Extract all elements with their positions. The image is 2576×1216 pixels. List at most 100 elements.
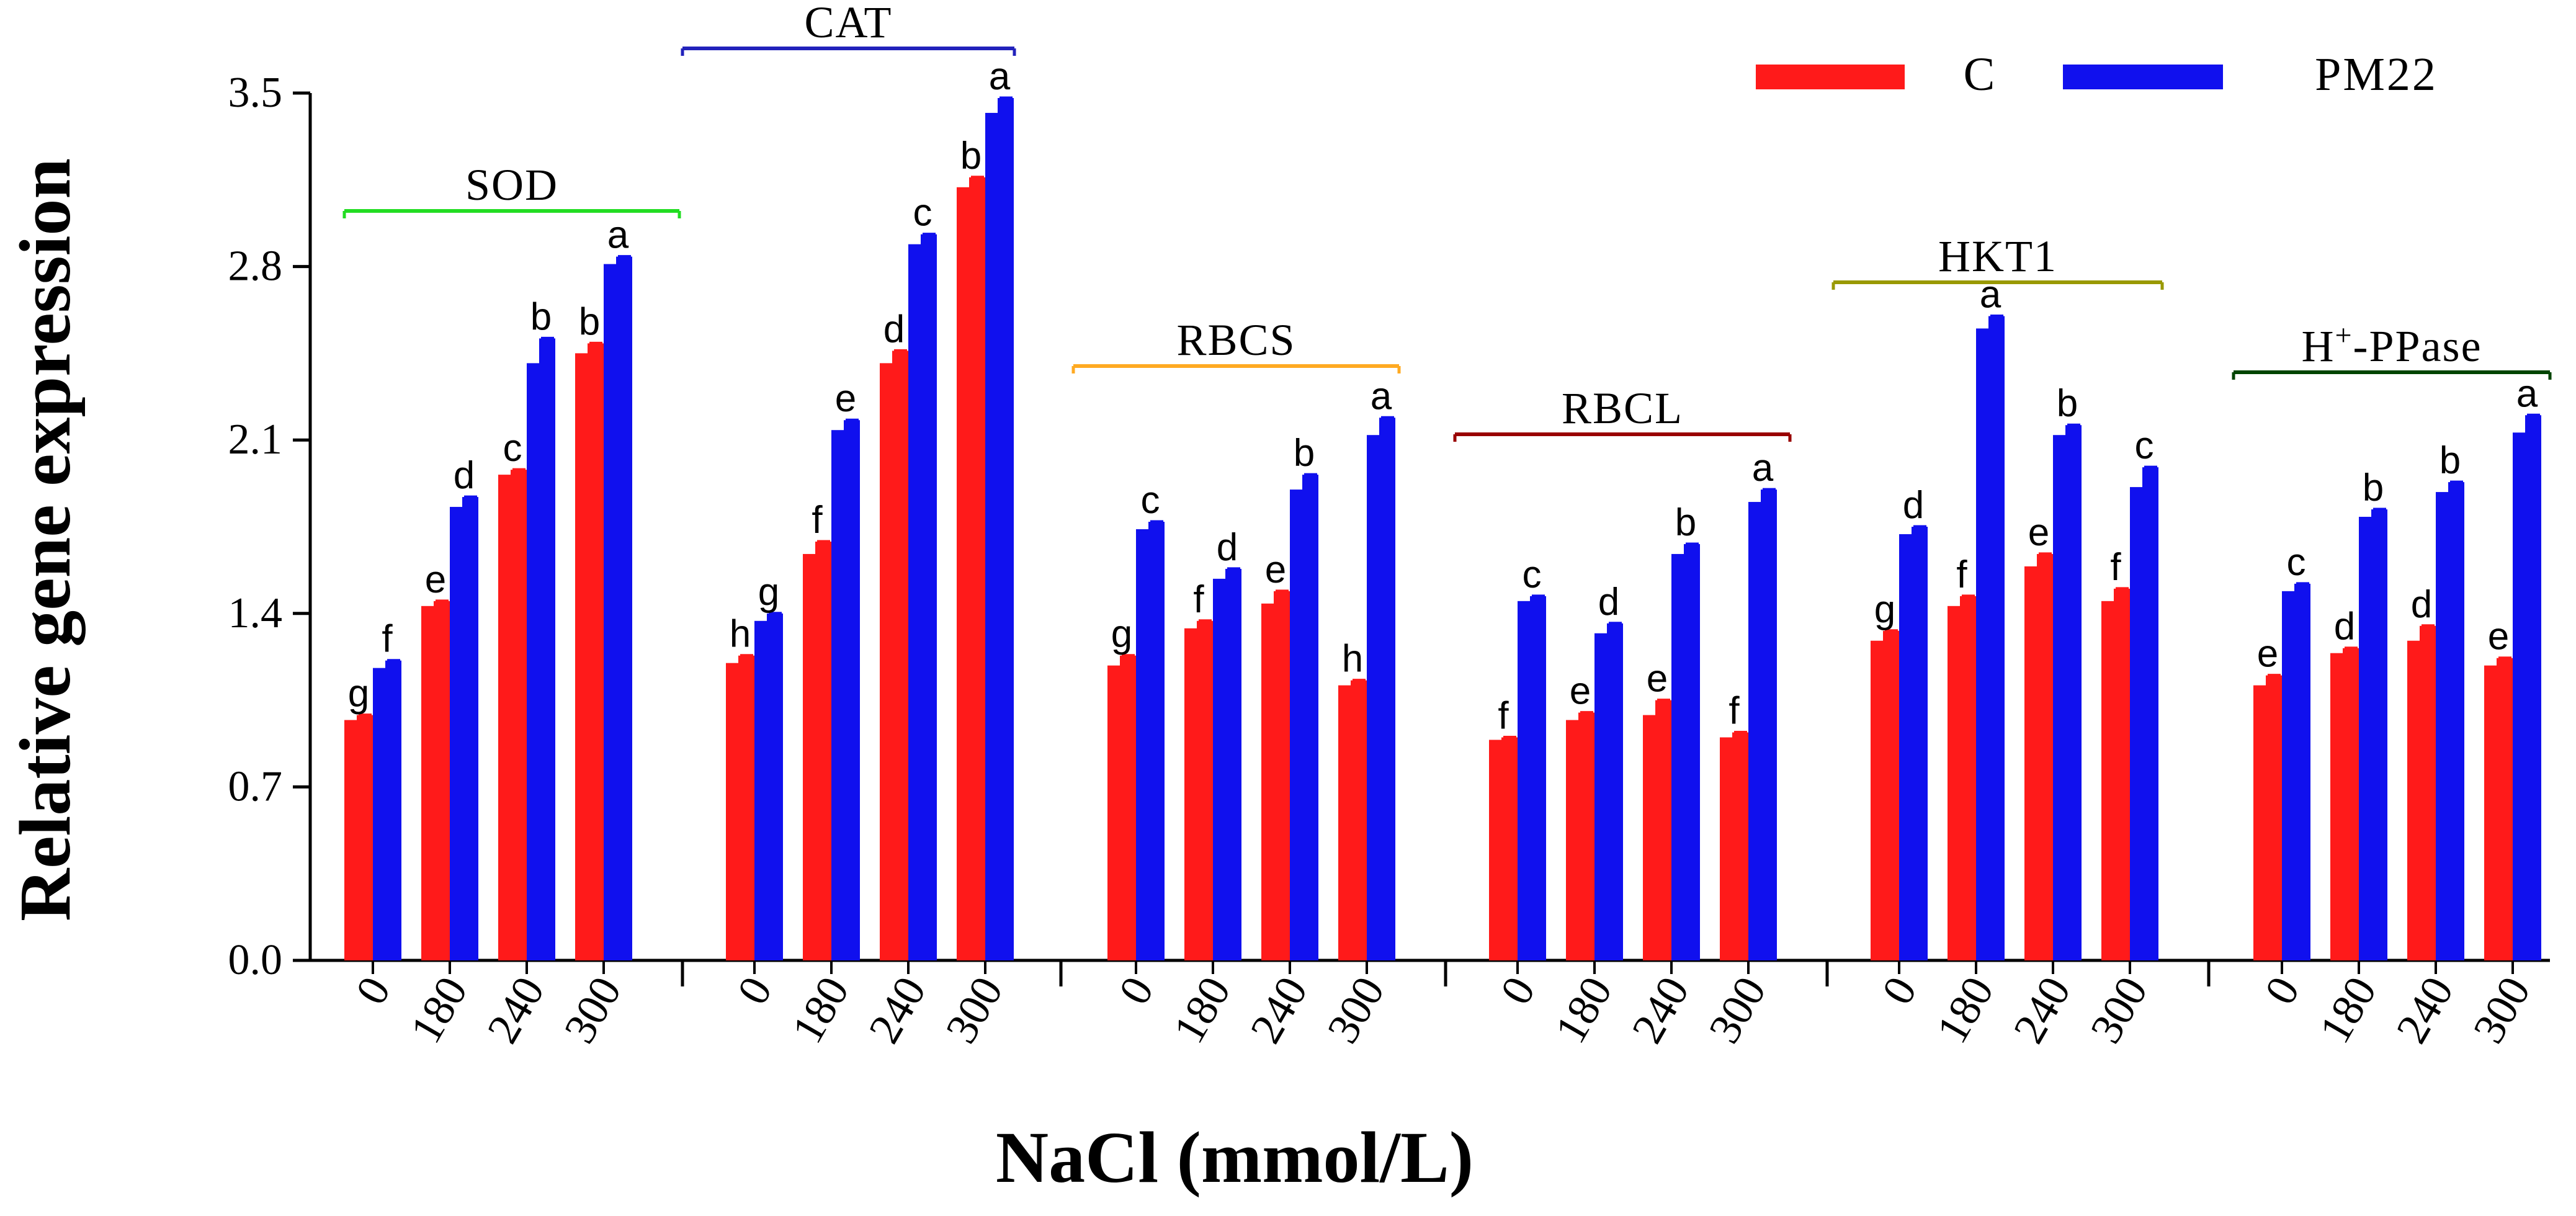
error-bar-pm22 (1684, 543, 1700, 555)
x-tick-label: 300 (936, 968, 1013, 1052)
y-axis-label: Relative gene expression (4, 158, 86, 921)
bar-c (2484, 665, 2513, 960)
error-bar-c (2497, 658, 2513, 667)
x-tick-label: 0 (1491, 968, 1545, 1013)
bar-c (957, 187, 985, 961)
bar-c (2253, 685, 2282, 960)
bar-pm22 (831, 430, 860, 960)
error-bar-c (588, 343, 604, 355)
legend-swatch-c (1756, 65, 1905, 89)
bar-c (421, 606, 450, 960)
error-bar-c (434, 601, 450, 607)
significance-letter: b (1675, 501, 1696, 544)
significance-letter: c (2287, 541, 2306, 584)
significance-letter: e (2488, 615, 2509, 658)
bar-pm22 (1748, 502, 1777, 960)
error-bar-c (2420, 625, 2436, 642)
significance-letter: b (530, 295, 552, 338)
error-bar-pm22 (385, 660, 401, 669)
x-tick-label: 240 (859, 968, 936, 1052)
error-bar-pm22 (767, 613, 783, 622)
error-bar-pm22 (1530, 596, 1546, 602)
bar-pm22 (527, 363, 555, 960)
bar-pm22 (1290, 490, 1318, 960)
significance-letter: c (1523, 553, 1542, 596)
bar-pm22 (1899, 534, 1928, 960)
significance-letter: c (913, 192, 932, 235)
significance-letter: e (835, 377, 856, 420)
error-bar-pm22 (616, 256, 632, 266)
bar-c (1566, 720, 1594, 960)
bars (344, 96, 2541, 961)
error-bar-pm22 (1379, 418, 1395, 437)
x-tick-label: 180 (2310, 968, 2386, 1052)
x-tick-label: 180 (782, 968, 859, 1052)
y-tick-label: 2.8 (228, 243, 283, 290)
bar-c (2024, 566, 2053, 960)
bar-pm22 (1136, 529, 1165, 960)
significance-letter: b (1294, 432, 1315, 475)
error-bar-c (1883, 630, 1899, 642)
significance-letter: b (2440, 439, 2461, 482)
bar-c (2101, 601, 2130, 960)
bar-c (2330, 653, 2359, 960)
bar-pm22 (1213, 578, 1241, 960)
x-tick-label: 300 (2464, 968, 2540, 1052)
significance-letter: f (1956, 553, 1967, 596)
significance-letter: f (2110, 546, 2121, 589)
significance-letter: d (883, 308, 905, 351)
bar-c (726, 663, 754, 960)
error-bar-c (1501, 737, 1518, 741)
bar-c (575, 353, 604, 960)
x-tick-label: 240 (1241, 968, 1317, 1052)
bar-c (880, 363, 908, 960)
bar-c (344, 720, 373, 960)
x-tick-label: 0 (1109, 968, 1163, 1013)
bar-pm22 (2359, 517, 2387, 960)
error-bar-pm22 (1225, 568, 1241, 580)
bar-c (2407, 640, 2436, 960)
error-bar-c (357, 715, 373, 722)
significance-letter: b (2363, 467, 2384, 509)
x-tick-label: 180 (1164, 968, 1240, 1052)
gene-label: HKT1 (1938, 231, 2057, 281)
significance-letter: f (1193, 578, 1204, 621)
bar-pm22 (1594, 633, 1623, 960)
error-bar-c (969, 177, 985, 189)
x-tick-label: 240 (2387, 968, 2463, 1052)
error-bar-c (1274, 591, 1290, 605)
bar-c (1184, 628, 1213, 960)
significance-letter: a (1371, 375, 1392, 418)
significance-letter: a (989, 55, 1011, 98)
error-bar-c (2114, 588, 2130, 602)
significance-letter: a (2516, 372, 2538, 415)
x-tick-label: 0 (728, 968, 782, 1013)
significance-letter: c (2135, 424, 2154, 467)
significance-letter: g (758, 571, 779, 614)
gene-label: H+-PPase (2301, 319, 2482, 372)
error-bar-c (815, 541, 831, 555)
significance-letter: d (454, 454, 475, 497)
error-bar-pm22 (462, 497, 478, 509)
x-tick-label: 240 (1622, 968, 1699, 1052)
bar-pm22 (1367, 435, 1395, 960)
bar-pm22 (604, 264, 632, 960)
bar-pm22 (985, 112, 1014, 960)
bar-pm22 (1671, 553, 1700, 960)
x-tick-label: 300 (2081, 968, 2157, 1052)
significance-letter: b (2057, 382, 2078, 425)
gene-label: RBCS (1176, 315, 1295, 365)
error-bar-pm22 (1148, 522, 1165, 530)
error-bar-pm22 (1302, 475, 1318, 491)
x-tick-label: 300 (1699, 968, 1776, 1052)
significance-letter: f (1729, 690, 1740, 733)
significance-letter: a (1980, 273, 2001, 316)
error-bar-c (2037, 553, 2053, 568)
x-tick-label: 240 (478, 968, 554, 1052)
x-tick-label: 0 (1872, 968, 1926, 1013)
y-tick-label: 0.7 (228, 762, 283, 810)
significance-letter: b (960, 135, 982, 177)
significance-letter: c (1141, 479, 1160, 522)
